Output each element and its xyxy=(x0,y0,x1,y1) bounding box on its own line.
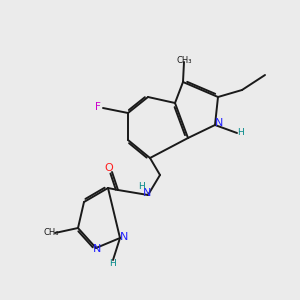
Text: N: N xyxy=(119,232,128,242)
Text: H: H xyxy=(109,259,116,268)
Text: H: H xyxy=(138,182,145,191)
Text: F: F xyxy=(95,102,100,112)
Text: O: O xyxy=(105,164,113,173)
Text: H: H xyxy=(237,128,244,137)
Text: CH₃: CH₃ xyxy=(44,228,59,237)
Text: N: N xyxy=(93,244,102,254)
Text: N: N xyxy=(143,188,152,199)
Text: N: N xyxy=(215,118,224,128)
Text: CH₃: CH₃ xyxy=(176,56,192,65)
